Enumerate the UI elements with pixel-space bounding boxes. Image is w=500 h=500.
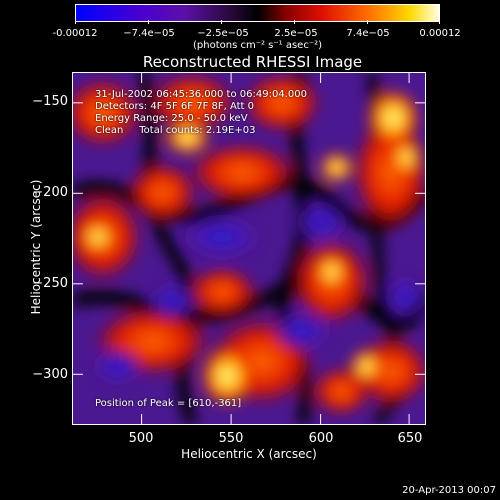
colorbar-tick [294,20,295,24]
x-tick-label: 550 [218,431,244,446]
colorbar-label: 0.00012 [419,28,461,39]
x-tick-label: 650 [397,431,423,446]
timestamp: 20-Apr-2013 00:07 [402,485,496,496]
x-tick-label: 600 [308,431,334,446]
colorbar-label: 7.4e−05 [346,28,390,39]
colorbar-units: (photons cm⁻² s⁻¹ asec⁻²) [192,40,323,51]
colorbar-label: -0.00012 [52,28,98,39]
colorbar-tick [75,20,76,24]
y-tick-label: −150 [32,94,68,109]
colorbar-tick [367,20,368,24]
y-axis-label: Heliocentric Y (arcsec) [29,179,43,315]
y-tick-label: −300 [32,367,68,382]
info-energy-range: Energy Range: 25.0 - 50.0 keV [95,113,248,124]
colorbar-tick [439,20,440,24]
y-tick-label: −250 [32,276,68,291]
colorbar-label: −2.5e−05 [197,28,249,39]
colorbar-tick [221,20,222,24]
colorbar-tick [148,20,149,24]
rhessi-image: 31-Jul-2002 06:45:36.000 to 06:49:04.000… [72,72,426,425]
info-peak-position: Position of Peak = [610,-361] [95,398,242,409]
colorbar-gradient [75,4,440,22]
colorbar-label: −7.4e−05 [123,28,175,39]
x-tick-label: 500 [128,431,154,446]
plot-title: Reconstructed RHESSI Image [142,53,363,71]
colorbar-label: 2.5e−05 [274,28,318,39]
colorbar [75,4,440,24]
intensity-map [73,73,425,424]
y-tick-label: −200 [32,185,68,200]
info-time-range: 31-Jul-2002 06:45:36.000 to 06:49:04.000 [95,89,307,100]
x-axis-label: Heliocentric X (arcsec) [181,447,317,461]
info-detectors: Detectors: 4F 5F 6F 7F 8F, Att 0 [95,101,255,112]
info-counts: Clean Total counts: 2.19E+03 [95,125,256,136]
